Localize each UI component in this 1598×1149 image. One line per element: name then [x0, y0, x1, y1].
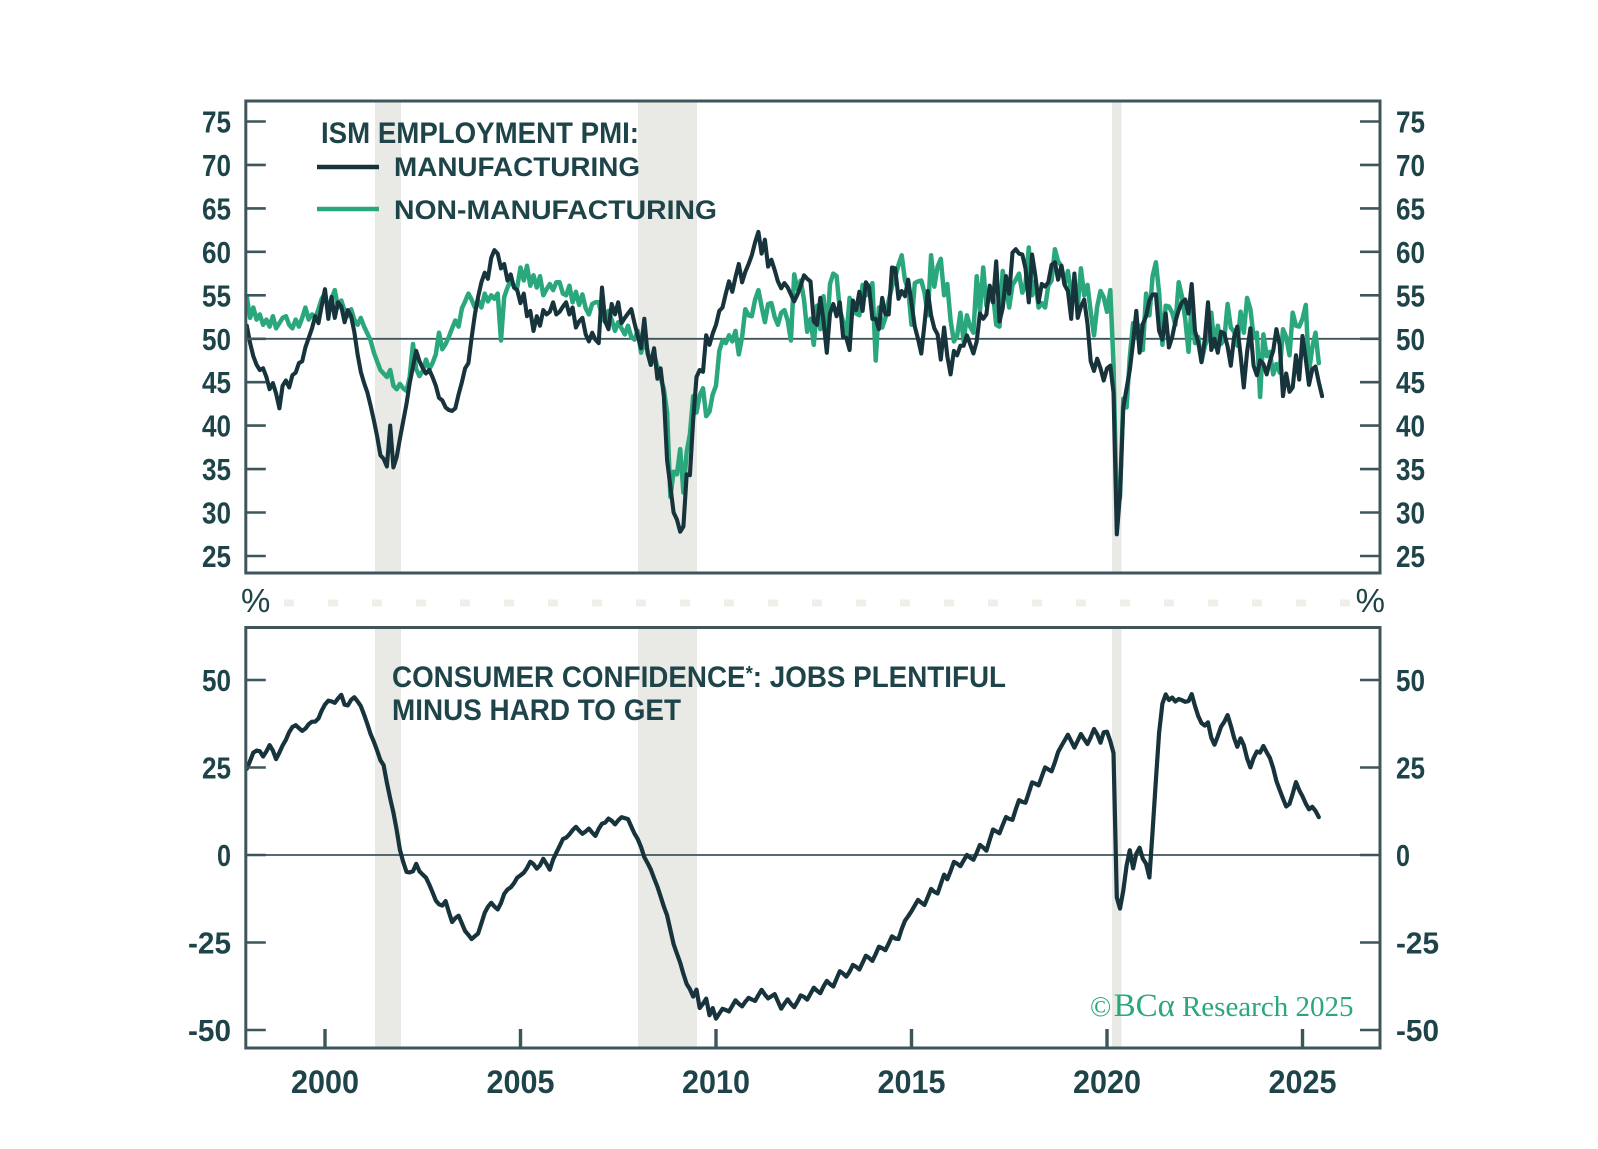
svg-text:50: 50	[1396, 322, 1425, 357]
svg-text:2000: 2000	[291, 1064, 359, 1100]
svg-text:ISM EMPLOYMENT PMI:: ISM EMPLOYMENT PMI:	[321, 117, 639, 150]
svg-text:55: 55	[1396, 278, 1425, 313]
svg-text:35: 35	[202, 452, 231, 487]
svg-text:25: 25	[202, 539, 231, 574]
svg-text:CONSUMER CONFIDENCE*: JOBS PLE: CONSUMER CONFIDENCE*: JOBS PLENTIFUL	[392, 661, 1006, 694]
svg-text:© BCα Research 2025: © BCα Research 2025	[1090, 988, 1353, 1024]
svg-text:50: 50	[202, 322, 231, 357]
svg-text:MANUFACTURING: MANUFACTURING	[394, 152, 640, 182]
svg-text:30: 30	[202, 496, 231, 531]
svg-text:0: 0	[217, 838, 231, 873]
svg-text:2020: 2020	[1073, 1064, 1141, 1100]
svg-text:%: %	[1356, 582, 1385, 619]
svg-text:-50: -50	[188, 1013, 231, 1048]
svg-text:%: %	[241, 582, 270, 619]
svg-text:40: 40	[202, 409, 231, 444]
svg-text:-25: -25	[1396, 926, 1439, 961]
svg-text:45: 45	[1396, 365, 1425, 400]
svg-text:70: 70	[1396, 148, 1425, 183]
svg-text:25: 25	[202, 751, 231, 786]
svg-text:NON-MANUFACTURING: NON-MANUFACTURING	[394, 195, 717, 225]
svg-text:55: 55	[202, 278, 231, 313]
svg-text:2015: 2015	[878, 1064, 946, 1100]
svg-text:-50: -50	[1396, 1013, 1439, 1048]
svg-text:2025: 2025	[1269, 1064, 1337, 1100]
svg-text:60: 60	[202, 235, 231, 270]
svg-text:-25: -25	[188, 926, 231, 961]
svg-text:35: 35	[1396, 452, 1425, 487]
svg-text:75: 75	[202, 105, 231, 140]
svg-text:25: 25	[1396, 539, 1425, 574]
svg-text:MINUS HARD TO GET: MINUS HARD TO GET	[392, 694, 681, 727]
svg-text:25: 25	[1396, 751, 1425, 786]
svg-text:50: 50	[202, 663, 231, 698]
svg-text:0: 0	[1396, 838, 1410, 873]
svg-text:50: 50	[1396, 663, 1425, 698]
svg-text:2010: 2010	[682, 1064, 750, 1100]
svg-text:65: 65	[1396, 191, 1425, 226]
svg-text:60: 60	[1396, 235, 1425, 270]
svg-text:40: 40	[1396, 409, 1425, 444]
svg-text:2005: 2005	[487, 1064, 555, 1100]
svg-text:65: 65	[202, 191, 231, 226]
svg-text:45: 45	[202, 365, 231, 400]
svg-text:30: 30	[1396, 496, 1425, 531]
svg-text:70: 70	[202, 148, 231, 183]
svg-text:75: 75	[1396, 105, 1425, 140]
